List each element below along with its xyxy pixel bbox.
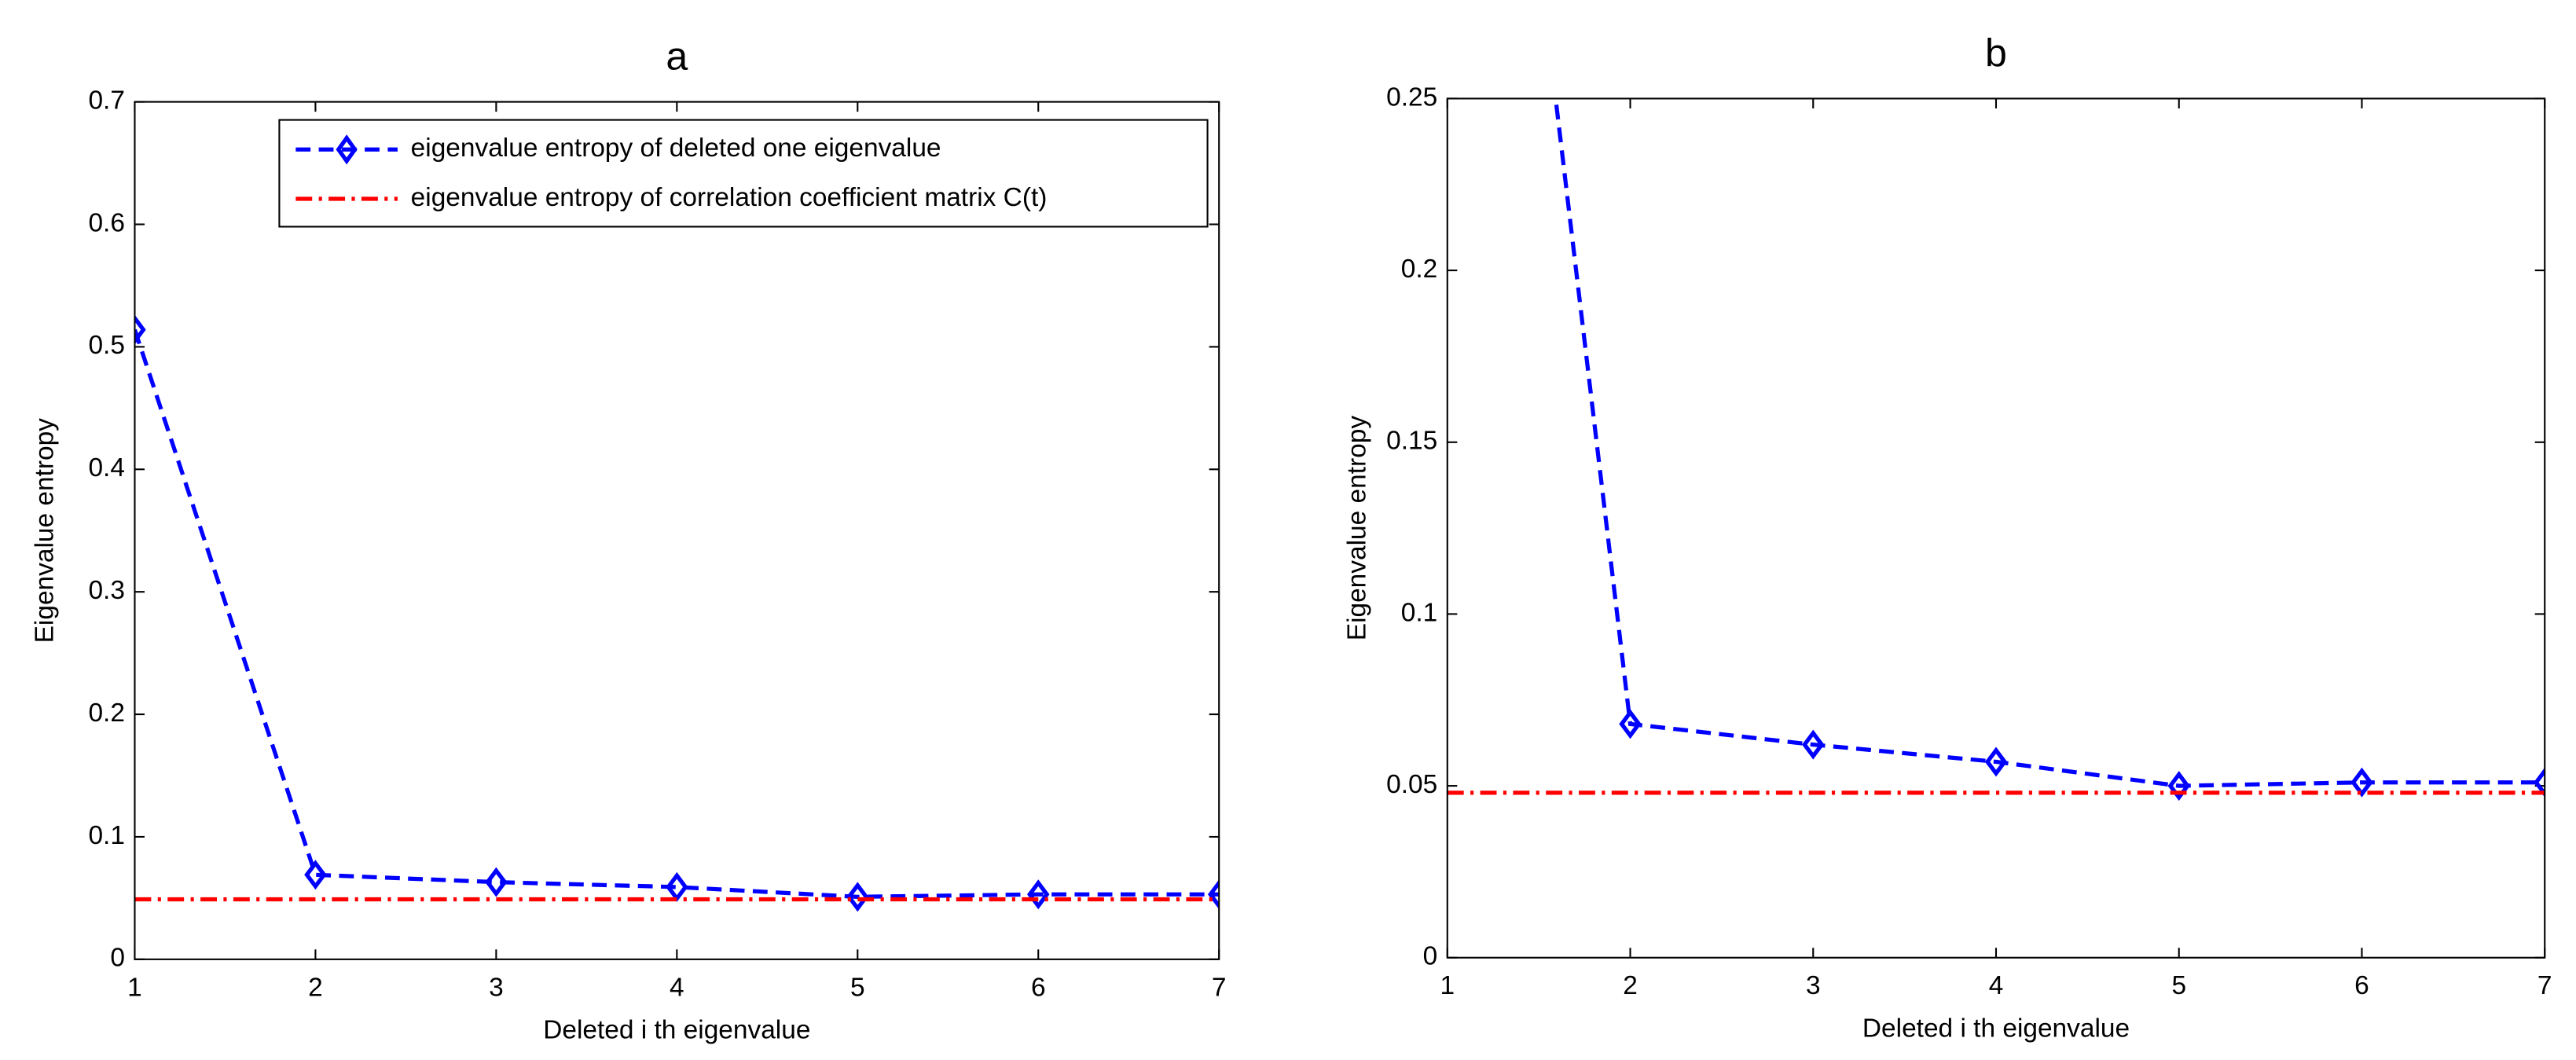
y-tick-label: 0.1 bbox=[88, 821, 124, 850]
chart: b Deleted i th eigenvalue Eigenvalue entro… bbox=[1343, 31, 2552, 1043]
y-axis-label: Eigenvalue entropy bbox=[1343, 416, 1372, 641]
plot-clip bbox=[134, 314, 1220, 912]
y-tick-label: 0.7 bbox=[88, 86, 124, 115]
marker bbox=[2350, 767, 2373, 798]
series-line bbox=[134, 328, 1220, 899]
x-tick-label: 6 bbox=[1031, 973, 1046, 1002]
marker bbox=[1984, 746, 2008, 777]
x-tick-label: 2 bbox=[308, 973, 323, 1002]
y-tick-label: 0.2 bbox=[88, 699, 124, 728]
y-tick-label: 0.6 bbox=[88, 208, 124, 237]
y-tick-label: 0 bbox=[1423, 942, 1438, 971]
x-axis-label: Deleted i th eigenvalue bbox=[1862, 1014, 2130, 1043]
chart: a Deleted i th eigenvalue Eigenvalue entro… bbox=[30, 35, 1227, 1045]
x-tick-label: 7 bbox=[1212, 973, 1227, 1002]
plot-area bbox=[1447, 98, 2545, 958]
x-tick-label: 3 bbox=[489, 973, 504, 1002]
marker bbox=[1802, 729, 1825, 760]
plot-clip bbox=[1447, 98, 2545, 801]
y-tick-label: 0.25 bbox=[1386, 83, 1437, 112]
legend-label: eigenvalue entropy of deleted one eigenv… bbox=[411, 134, 941, 163]
x-tick-label: 7 bbox=[2537, 971, 2552, 1000]
x-tick-label: 3 bbox=[1806, 971, 1821, 1000]
y-tick-label: 0.05 bbox=[1386, 770, 1437, 799]
legend-box bbox=[278, 119, 1209, 228]
marker bbox=[134, 314, 146, 345]
y-tick-label: 0 bbox=[110, 944, 125, 973]
legend-label: eigenvalue entropy of correlation coeffi… bbox=[411, 183, 1048, 212]
marker bbox=[1619, 709, 1642, 739]
plot-area bbox=[134, 101, 1220, 959]
x-tick-label: 5 bbox=[850, 973, 865, 1002]
y-tick-label: 0.5 bbox=[88, 331, 124, 360]
x-tick-label: 1 bbox=[127, 973, 142, 1002]
x-tick-label: 4 bbox=[670, 973, 684, 1002]
marker bbox=[846, 882, 869, 912]
legend-marker bbox=[336, 134, 358, 165]
y-tick-label: 0.2 bbox=[1401, 255, 1437, 284]
x-axis-label: Deleted i th eigenvalue bbox=[543, 1016, 810, 1045]
x-tick-label: 1 bbox=[1440, 971, 1455, 1000]
y-tick-label: 0.1 bbox=[1401, 598, 1437, 627]
x-tick-label: 4 bbox=[1989, 971, 2004, 1000]
y-axis-label: Eigenvalue entropy bbox=[30, 418, 59, 644]
x-tick-label: 2 bbox=[1623, 971, 1638, 1000]
y-tick-label: 0.4 bbox=[88, 453, 124, 482]
chart-title: a bbox=[666, 35, 688, 79]
x-tick-label: 5 bbox=[2171, 971, 2186, 1000]
marker bbox=[1027, 879, 1050, 910]
marker bbox=[485, 867, 508, 897]
marker bbox=[1207, 879, 1220, 910]
marker bbox=[2167, 771, 2190, 801]
chart-title: b bbox=[1985, 31, 2007, 75]
marker bbox=[304, 860, 327, 890]
y-tick-label: 0.3 bbox=[88, 576, 124, 605]
series-line bbox=[1553, 98, 2545, 788]
axes-frame bbox=[1446, 97, 2546, 959]
x-tick-label: 6 bbox=[2354, 971, 2369, 1000]
y-tick-label: 0.15 bbox=[1386, 427, 1437, 456]
marker bbox=[2533, 767, 2545, 798]
axes-frame bbox=[134, 101, 1220, 960]
